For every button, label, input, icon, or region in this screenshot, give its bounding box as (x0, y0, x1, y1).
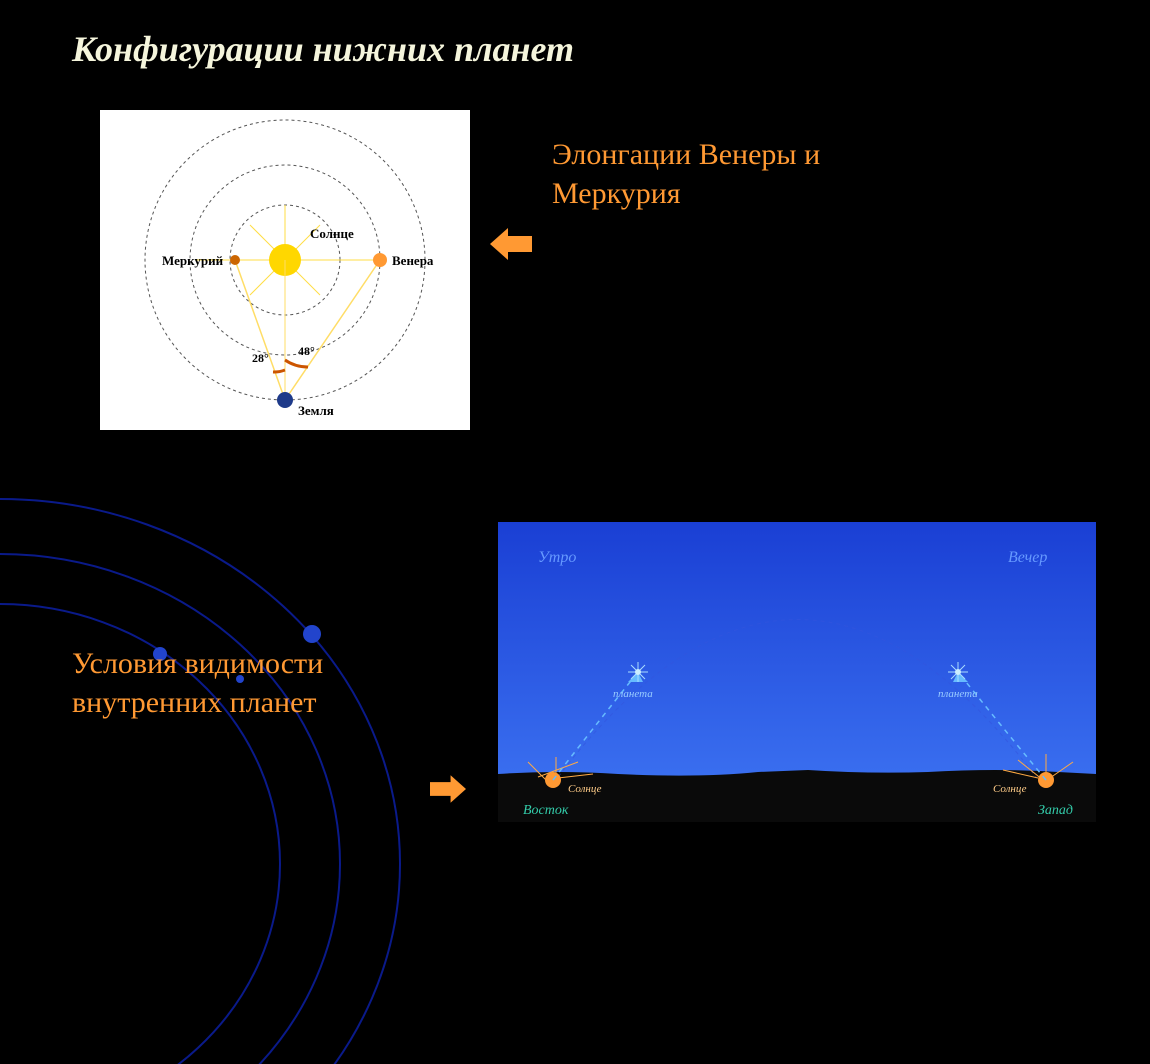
caption-elongation-line1: Элонгации Венеры и (552, 138, 820, 171)
west-label: Запад (1038, 803, 1073, 818)
elongation-orbit-diagram: Солнце 28° 48° Меркурий Венера Земля (100, 110, 470, 430)
arrow-right-icon (430, 768, 466, 810)
evening-label: Вечер (1008, 549, 1047, 566)
planet-evening (948, 662, 968, 682)
earth-label: Земля (298, 403, 334, 418)
angle-48: 48° (298, 344, 315, 358)
angle-28: 28° (252, 351, 269, 365)
sun-east-label: Солнце (568, 783, 602, 795)
sun-west-label: Солнце (993, 783, 1027, 795)
caption-visibility-line1: Условия видимости (72, 647, 323, 680)
east-label: Восток (523, 803, 569, 818)
earth (277, 392, 293, 408)
venus-label: Венера (392, 253, 434, 268)
horizon-visibility-diagram: Утро Вечер Солнце планета (498, 522, 1096, 822)
venus (373, 253, 387, 267)
caption-elongation: Элонгации Венеры и Меркурия (552, 135, 820, 213)
mercury (230, 255, 240, 265)
slide-title: Конфигурации нижних планет (72, 28, 574, 70)
sun-label: Солнце (310, 226, 354, 241)
caption-visibility-line2: внутренних планет (72, 686, 317, 719)
caption-visibility: Условия видимости внутренних планет (72, 644, 323, 722)
planet-morning-label: планета (613, 688, 653, 700)
arrow-left-icon (490, 226, 532, 262)
planet-evening-label: планета (938, 688, 978, 700)
mercury-label: Меркурий (162, 253, 224, 268)
morning-label: Утро (538, 549, 576, 566)
caption-elongation-line2: Меркурия (552, 177, 681, 210)
planet-morning (628, 662, 648, 682)
